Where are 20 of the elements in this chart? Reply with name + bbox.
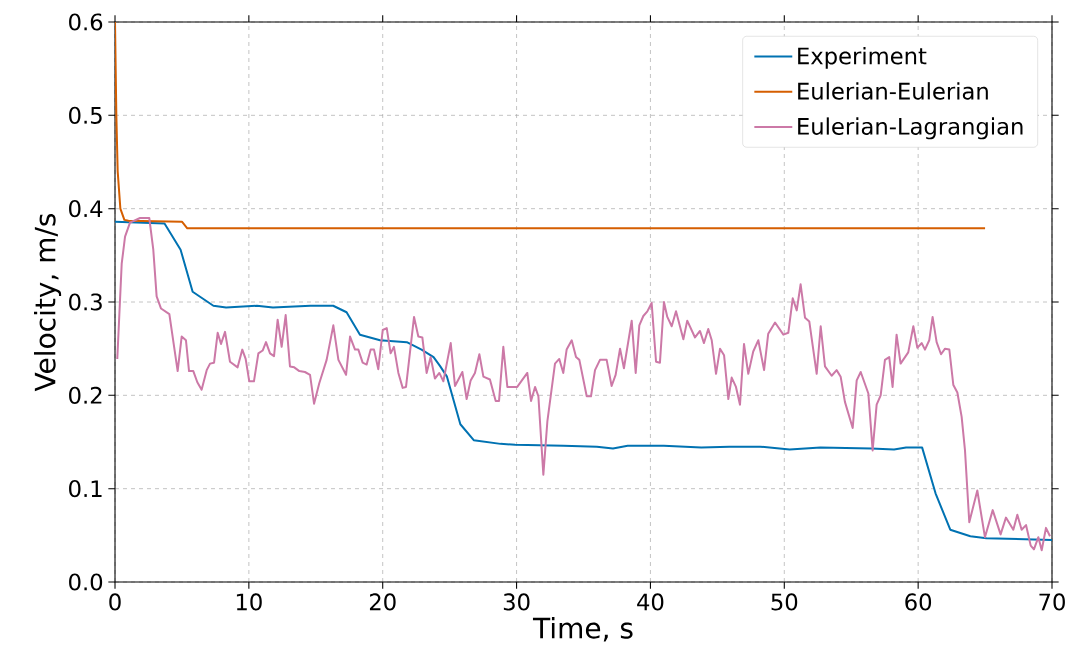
x-tick-label: 20 [369, 593, 396, 611]
legend-label: Eulerian-Lagrangian [798, 117, 1023, 140]
y-tick-label: 0.1 [69, 480, 102, 498]
x-tick-label: 70 [1039, 593, 1065, 611]
y-tick-label: 0.0 [69, 573, 103, 591]
x-tick-label: 60 [905, 593, 932, 611]
y-axis-title: Velocity, m/s [34, 213, 62, 392]
y-tick-label: 0.5 [69, 106, 102, 124]
y-tick-label: 0.2 [69, 386, 102, 404]
x-axis-title: Time, s [532, 617, 633, 642]
y-tick-label: 0.6 [69, 13, 103, 31]
x-tick-label: 30 [503, 593, 530, 611]
legend-label: Experiment [798, 46, 927, 69]
y-tick-label: 0.4 [69, 200, 103, 218]
x-tick-label: 10 [236, 593, 262, 611]
x-tick-label: 50 [771, 593, 798, 611]
legend-label: Eulerian-Eulerian [798, 82, 988, 100]
x-tick-label: 40 [637, 593, 664, 611]
x-tick-label: 0 [109, 593, 121, 611]
y-tick-label: 0.3 [69, 293, 102, 311]
